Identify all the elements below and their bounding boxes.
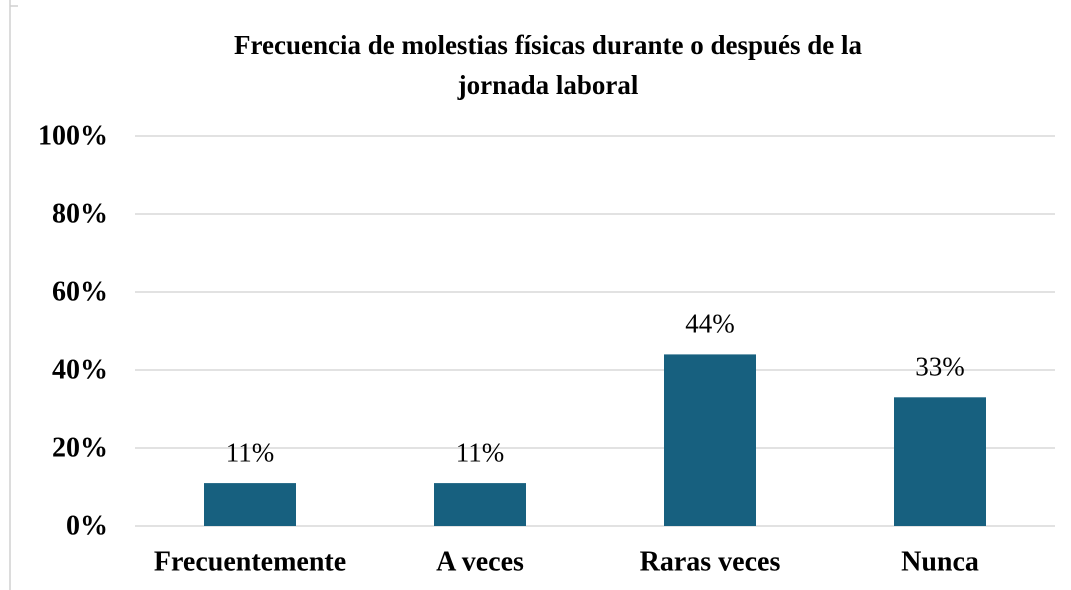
y-tick-label: 20% [52, 432, 108, 463]
x-tick-label: Raras veces [640, 546, 781, 577]
bar [894, 397, 986, 526]
data-label: 11% [226, 437, 275, 467]
y-tick-label: 80% [52, 198, 108, 229]
data-label: 33% [915, 352, 965, 382]
y-tick-label: 0% [66, 510, 108, 541]
data-label: 11% [456, 437, 505, 467]
bar [434, 483, 526, 526]
y-tick-label: 60% [52, 276, 108, 307]
y-tick-label: 100% [38, 120, 108, 151]
y-tick-label: 40% [52, 354, 108, 385]
x-tick-label: Frecuentemente [154, 546, 346, 577]
chart-title: jornada laboral [457, 70, 639, 100]
data-label: 44% [685, 309, 735, 339]
bar [664, 354, 756, 526]
bar [204, 483, 296, 526]
x-tick-label: Nunca [901, 546, 979, 577]
x-tick-label: A veces [436, 546, 524, 577]
chart-title: Frecuencia de molestias físicas durante … [234, 30, 862, 60]
